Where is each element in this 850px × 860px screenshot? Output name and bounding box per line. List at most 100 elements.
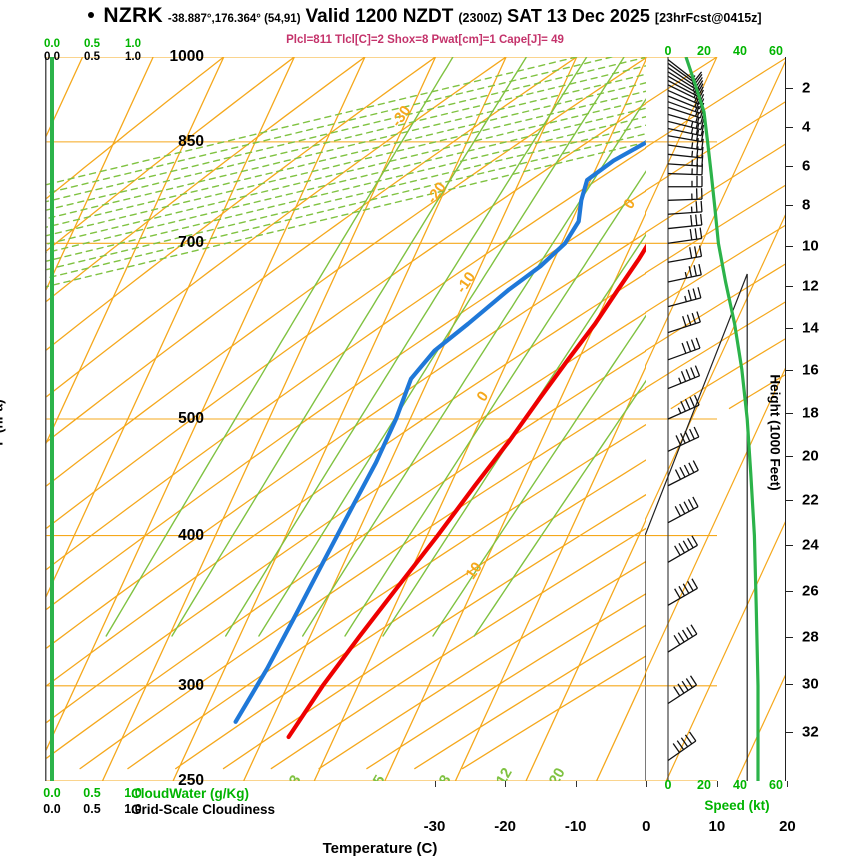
barb-full xyxy=(696,146,699,158)
barb-shaft xyxy=(667,172,703,176)
barb-shaft xyxy=(667,144,702,151)
saturated-adiabat-line xyxy=(46,107,646,254)
barb-half xyxy=(690,133,694,141)
wind-barb xyxy=(667,227,703,244)
barb-full xyxy=(690,215,693,227)
pressure-tick-400: 400 xyxy=(178,526,204,544)
isotherm-line xyxy=(46,57,154,292)
height-tick-6: 6 xyxy=(802,157,811,175)
barb-full xyxy=(699,227,703,239)
skewt-canvas: 100-10-20-3001020303581220 xyxy=(46,57,646,781)
wind-panel-adiabat xyxy=(645,57,785,149)
barb-full xyxy=(689,428,695,440)
temperature-tick-0: 0 xyxy=(642,818,651,835)
barb-full xyxy=(694,365,701,377)
dry-adiabat-line xyxy=(46,102,646,530)
sounding-trace-temperature xyxy=(286,243,646,740)
barb-shaft xyxy=(667,59,696,82)
barb-full xyxy=(681,342,687,354)
wind-barb xyxy=(667,146,704,159)
temperature-tick--30: -30 xyxy=(423,818,446,835)
barb-shaft xyxy=(667,347,701,361)
isotherm-label: -10 xyxy=(453,269,479,297)
wind-barb xyxy=(667,200,703,215)
saturated-adiabat-line xyxy=(46,141,646,288)
dry-adiabat-line xyxy=(46,57,295,253)
wind-barb xyxy=(667,426,700,452)
barb-full xyxy=(674,588,681,599)
temperature-tick-10: 10 xyxy=(708,818,726,835)
speed-tick-60: 60 xyxy=(769,44,783,58)
dry-adiabat-line xyxy=(46,57,437,352)
height-tick-mark xyxy=(786,370,793,372)
barb-full xyxy=(684,734,693,745)
wind-barb xyxy=(667,460,699,487)
isotherm-label-right: 10 xyxy=(645,304,646,327)
barb-shaft xyxy=(667,75,698,94)
wind-panel-adiabat xyxy=(670,338,785,410)
barb-shaft xyxy=(667,321,701,334)
barb-full xyxy=(674,545,681,556)
height-tick-24: 24 xyxy=(802,536,819,554)
barb-full xyxy=(686,314,692,326)
temperature-axis-label: Temperature (C) xyxy=(322,840,438,857)
saturated-adiabat-line xyxy=(46,116,646,262)
barb-full xyxy=(693,426,700,438)
cloudiness-top-tick: 0.5 xyxy=(84,51,100,63)
height-tick-mark xyxy=(786,637,793,639)
barb-full xyxy=(696,311,701,323)
pressure-tick-300: 300 xyxy=(178,676,204,694)
barb-full xyxy=(691,312,697,324)
height-tick-12: 12 xyxy=(802,277,819,295)
temperature-tick--10: -10 xyxy=(564,818,587,835)
height-tick-16: 16 xyxy=(802,361,819,379)
height-tick-8: 8 xyxy=(802,196,811,214)
wind-barb-panel xyxy=(645,57,785,781)
saturated-adiabat-line xyxy=(46,57,578,186)
speed-axis-label: Speed (kt) xyxy=(704,798,770,813)
isotherm-line xyxy=(525,518,646,781)
height-tick-mark xyxy=(786,732,793,734)
wind-barb xyxy=(667,154,704,167)
barb-half xyxy=(691,150,694,157)
barb-half xyxy=(690,121,694,128)
barb-full xyxy=(694,71,703,81)
barb-full xyxy=(701,155,704,167)
dry-adiabat-line xyxy=(46,311,646,724)
barb-full xyxy=(677,683,685,694)
barb-shaft xyxy=(667,135,702,143)
barb-full xyxy=(676,740,685,750)
height-tick-28: 28 xyxy=(802,628,819,646)
wind-barb xyxy=(667,287,702,308)
barb-full xyxy=(701,146,704,158)
cloudiness-bottom-tick: 0.5 xyxy=(83,802,101,816)
barb-full xyxy=(690,339,696,351)
barb-shaft xyxy=(667,506,699,524)
barb-half xyxy=(690,127,694,134)
height-tick-2: 2 xyxy=(802,79,811,97)
height-tick-18: 18 xyxy=(802,404,819,422)
barb-full xyxy=(675,435,682,446)
barb-shaft xyxy=(667,127,702,137)
wind-barb xyxy=(667,578,699,606)
barb-half xyxy=(678,377,682,384)
wind-panel-isotherm xyxy=(645,214,785,522)
barb-full xyxy=(672,743,681,753)
cloudwater-bottom-tick: 0.5 xyxy=(83,786,101,800)
barb-shaft xyxy=(667,633,698,653)
dry-adiabat-line xyxy=(175,459,646,770)
height-tick-mark xyxy=(786,545,793,547)
barb-shaft xyxy=(667,106,701,119)
barb-shaft xyxy=(667,274,702,283)
pressure-tick-1000: 1000 xyxy=(169,48,204,65)
dry-adiabat-line xyxy=(46,57,225,200)
barb-full xyxy=(685,369,691,380)
barb-full xyxy=(700,200,703,212)
barb-full xyxy=(687,580,694,592)
temperature-tick-mark xyxy=(716,781,718,787)
barb-shaft xyxy=(667,163,702,167)
barb-full xyxy=(680,371,687,382)
barb-full xyxy=(696,138,699,150)
mixing-ratio-line xyxy=(105,57,454,637)
wind-barb xyxy=(667,337,701,361)
